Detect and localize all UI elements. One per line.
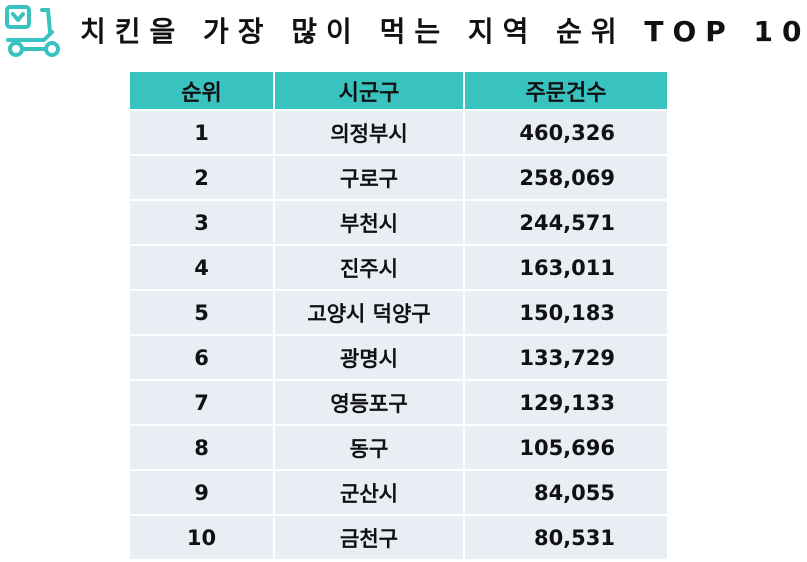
rank-cell: 1 — [130, 109, 275, 154]
orders-cell: 460,326 — [465, 109, 667, 154]
region-cell: 동구 — [275, 424, 465, 469]
ranking-table-container: 순위 시군구 주문건수 1 의정부시 460,326 2 구로구 258,069… — [130, 72, 667, 559]
orders-cell: 105,696 — [465, 424, 667, 469]
table-row: 5 고양시 덕양구 150,183 — [130, 289, 667, 334]
rank-cell: 2 — [130, 154, 275, 199]
header-rank: 순위 — [130, 72, 275, 109]
rank-cell: 7 — [130, 379, 275, 424]
table-row: 7 영등포구 129,133 — [130, 379, 667, 424]
orders-cell: 84,055 — [465, 469, 667, 514]
rank-cell: 10 — [130, 514, 275, 559]
table-row: 8 동구 105,696 — [130, 424, 667, 469]
region-cell: 진주시 — [275, 244, 465, 289]
ranking-table: 순위 시군구 주문건수 1 의정부시 460,326 2 구로구 258,069… — [130, 72, 667, 559]
orders-cell: 80,531 — [465, 514, 667, 559]
region-cell: 금천구 — [275, 514, 465, 559]
rank-cell: 9 — [130, 469, 275, 514]
table-row: 4 진주시 163,011 — [130, 244, 667, 289]
header-region: 시군구 — [275, 72, 465, 109]
table-row: 3 부천시 244,571 — [130, 199, 667, 244]
rank-cell: 8 — [130, 424, 275, 469]
rank-cell: 5 — [130, 289, 275, 334]
region-cell: 구로구 — [275, 154, 465, 199]
orders-cell: 133,729 — [465, 334, 667, 379]
table-row: 9 군산시 84,055 — [130, 469, 667, 514]
table-row: 6 광명시 133,729 — [130, 334, 667, 379]
region-cell: 고양시 덕양구 — [275, 289, 465, 334]
region-cell: 의정부시 — [275, 109, 465, 154]
table-row: 1 의정부시 460,326 — [130, 109, 667, 154]
orders-cell: 258,069 — [465, 154, 667, 199]
table-header-row: 순위 시군구 주문건수 — [130, 72, 667, 109]
rank-cell: 6 — [130, 334, 275, 379]
region-cell: 군산시 — [275, 469, 465, 514]
region-cell: 부천시 — [275, 199, 465, 244]
orders-cell: 244,571 — [465, 199, 667, 244]
header-orders: 주문건수 — [465, 72, 667, 109]
rank-cell: 4 — [130, 244, 275, 289]
table-row: 2 구로구 258,069 — [130, 154, 667, 199]
delivery-scooter-icon — [2, 4, 66, 58]
region-cell: 광명시 — [275, 334, 465, 379]
orders-cell: 129,133 — [465, 379, 667, 424]
table-row: 10 금천구 80,531 — [130, 514, 667, 559]
region-cell: 영등포구 — [275, 379, 465, 424]
page-title: 치킨을 가장 많이 먹는 지역 순위 TOP 10 — [80, 15, 807, 48]
orders-cell: 163,011 — [465, 244, 667, 289]
orders-cell: 150,183 — [465, 289, 667, 334]
rank-cell: 3 — [130, 199, 275, 244]
